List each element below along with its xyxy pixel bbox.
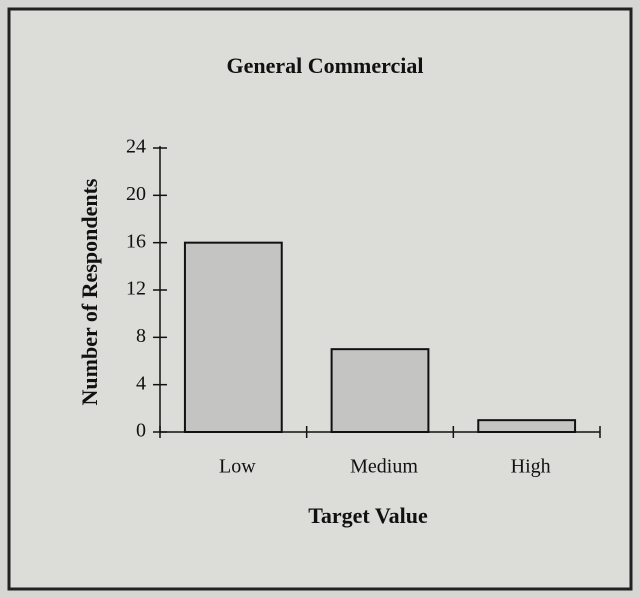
x-tick-label: High [511,456,551,478]
y-tick-label: 20 [126,183,146,205]
y-tick-label: 24 [126,136,146,158]
y-axis-label: Number of Respondents [77,178,102,405]
x-axis-label: Target Value [308,503,428,528]
chart-title: General Commercial [227,53,424,78]
bar [477,419,577,433]
y-tick-label: 4 [136,372,146,394]
x-tick-label: Medium [350,456,418,478]
y-tick-label: 0 [136,420,146,442]
y-tick-label: 16 [126,230,146,252]
bar [330,348,430,433]
bar [183,241,283,433]
chart-frame [7,7,633,591]
x-tick-label: Low [219,456,256,478]
y-tick-label: 8 [136,325,146,347]
y-tick-label: 12 [126,278,146,300]
